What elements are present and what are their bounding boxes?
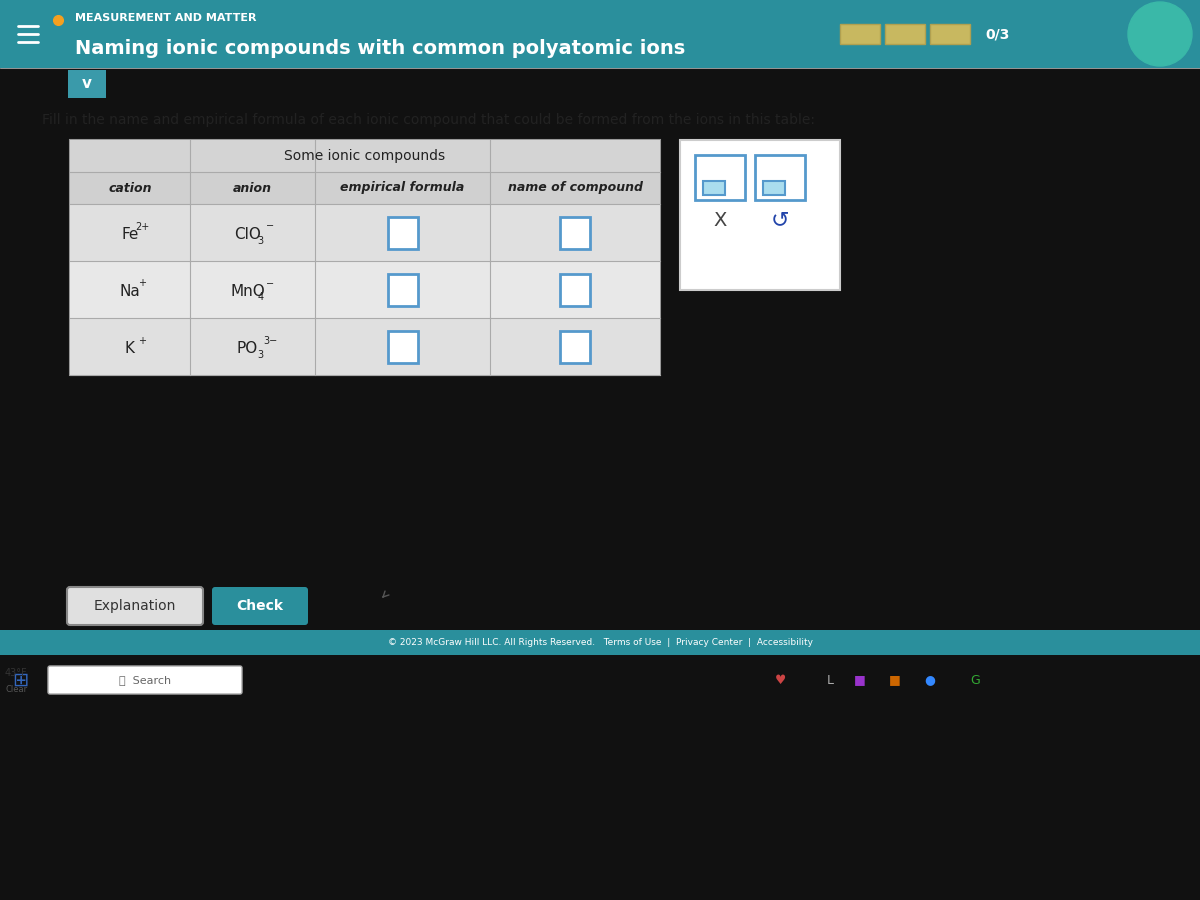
- Text: 3−: 3−: [263, 336, 277, 346]
- Text: Fe: Fe: [121, 227, 139, 242]
- Bar: [70, 140, 660, 172]
- Bar: [703, 181, 725, 195]
- Bar: [695, 155, 745, 200]
- Text: 3: 3: [258, 349, 264, 359]
- Text: 2+: 2+: [134, 221, 149, 231]
- Text: Some ionic compounds: Some ionic compounds: [284, 149, 445, 163]
- Text: ♥: ♥: [774, 673, 786, 687]
- Text: Na: Na: [120, 284, 140, 299]
- Text: ↺: ↺: [770, 210, 790, 230]
- Text: ClO: ClO: [234, 227, 260, 242]
- Text: MEASUREMENT AND MATTER: MEASUREMENT AND MATTER: [74, 13, 257, 23]
- Text: Naming ionic compounds with common polyatomic ions: Naming ionic compounds with common polya…: [74, 39, 685, 58]
- FancyBboxPatch shape: [560, 217, 590, 248]
- Bar: [755, 155, 805, 200]
- Text: MnO: MnO: [230, 284, 265, 299]
- FancyBboxPatch shape: [560, 274, 590, 305]
- Text: name of compound: name of compound: [508, 182, 642, 194]
- Text: 0/3: 0/3: [985, 27, 1009, 41]
- Bar: [840, 24, 880, 44]
- Text: 🔍  Search: 🔍 Search: [119, 675, 172, 685]
- FancyBboxPatch shape: [388, 274, 418, 305]
- Text: v: v: [82, 76, 92, 92]
- FancyBboxPatch shape: [388, 330, 418, 363]
- Text: 43°F: 43°F: [5, 668, 28, 678]
- Bar: [70, 318, 660, 375]
- Bar: [680, 140, 840, 290]
- Text: cation: cation: [108, 182, 151, 194]
- Text: © 2023 McGraw Hill LLC. All Rights Reserved.   Terms of Use  |  Privacy Center  : © 2023 McGraw Hill LLC. All Rights Reser…: [388, 638, 812, 647]
- Text: G: G: [970, 673, 980, 687]
- Bar: [70, 261, 660, 318]
- FancyBboxPatch shape: [388, 217, 418, 248]
- Text: anion: anion: [233, 182, 272, 194]
- Bar: [70, 204, 660, 261]
- FancyBboxPatch shape: [212, 587, 308, 625]
- Bar: [886, 24, 925, 44]
- Bar: [70, 172, 660, 204]
- Text: −: −: [266, 221, 275, 231]
- Bar: [0, 0, 1200, 68]
- Text: K: K: [125, 341, 134, 356]
- Text: +: +: [138, 336, 146, 346]
- Text: 3: 3: [258, 236, 264, 246]
- Text: Clear: Clear: [5, 686, 28, 695]
- FancyBboxPatch shape: [48, 666, 242, 694]
- Text: PO: PO: [236, 341, 258, 356]
- FancyBboxPatch shape: [67, 587, 203, 625]
- Text: ■: ■: [889, 673, 901, 687]
- Bar: [930, 24, 970, 44]
- Text: ●: ●: [924, 673, 936, 687]
- Bar: [763, 181, 785, 195]
- Text: empirical formula: empirical formula: [341, 182, 464, 194]
- Text: X: X: [713, 211, 727, 230]
- Text: −: −: [266, 278, 275, 289]
- Circle shape: [1128, 2, 1192, 66]
- Bar: [70, 140, 660, 375]
- Text: Check: Check: [236, 599, 283, 613]
- Bar: [68, 70, 106, 98]
- Text: Explanation: Explanation: [94, 599, 176, 613]
- Bar: [0, 630, 1200, 655]
- Text: Fill in the name and empirical formula of each ionic compound that could be form: Fill in the name and empirical formula o…: [42, 113, 815, 127]
- Text: ■: ■: [854, 673, 866, 687]
- Text: ⊞: ⊞: [12, 670, 28, 689]
- Text: 4: 4: [258, 292, 264, 302]
- Text: L: L: [827, 673, 834, 687]
- FancyBboxPatch shape: [560, 330, 590, 363]
- Text: +: +: [138, 278, 146, 289]
